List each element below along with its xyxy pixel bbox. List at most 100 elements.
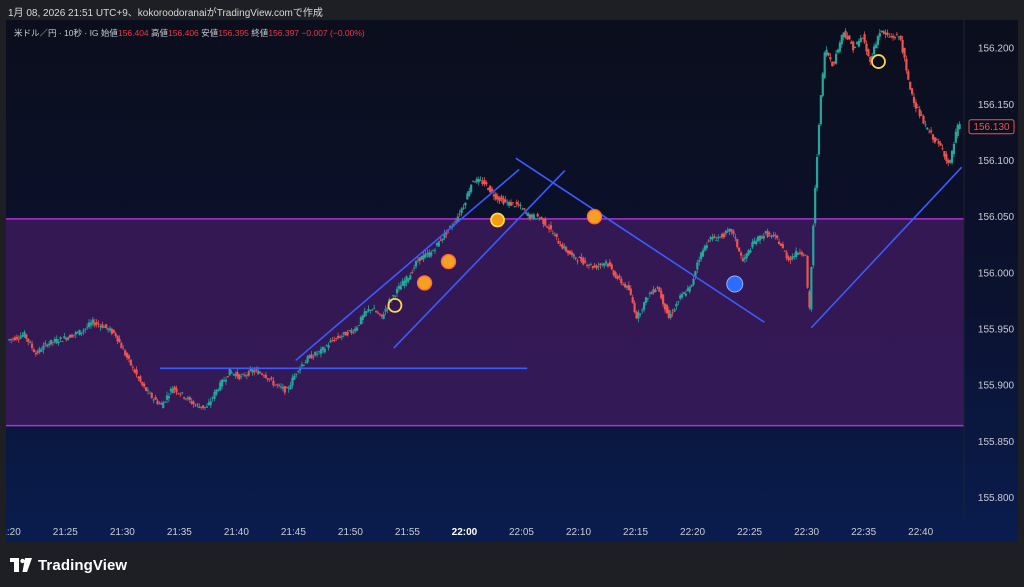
candle xyxy=(99,324,102,331)
trendline-channel-lower[interactable] xyxy=(295,168,520,362)
candle-body xyxy=(608,262,611,267)
candle-body xyxy=(40,350,43,352)
candle-body xyxy=(534,218,537,220)
candle-body xyxy=(690,284,693,287)
legend-symbol[interactable]: 米ドル／円 · 10秒 · IG xyxy=(14,28,99,38)
signal-marker-2[interactable] xyxy=(416,275,433,291)
signal-marker-6[interactable] xyxy=(726,275,744,293)
tradingview-footer[interactable]: TradingView xyxy=(10,555,127,575)
candle xyxy=(848,35,851,41)
candle-body xyxy=(793,256,796,257)
candle-body xyxy=(411,272,414,274)
candle xyxy=(325,344,328,347)
candle-body xyxy=(530,214,534,218)
trendline-channel-upper[interactable] xyxy=(393,170,566,349)
candle-body xyxy=(601,264,604,265)
candle xyxy=(103,325,106,328)
candle xyxy=(226,376,229,378)
candle xyxy=(55,335,58,345)
candle-body xyxy=(458,213,461,215)
candle xyxy=(777,238,781,245)
candle xyxy=(553,232,556,237)
candle-body xyxy=(806,255,809,288)
candle xyxy=(135,366,138,378)
time-axis[interactable]: 21:20 21:25 21:30 21:35 21:40 21:45 21:50 21:55… xyxy=(6,527,934,538)
candle-body xyxy=(907,71,910,80)
candle-body xyxy=(796,252,800,255)
candle xyxy=(823,51,826,79)
trendline-down-trend[interactable] xyxy=(515,157,765,323)
candle-body xyxy=(152,399,155,401)
candle xyxy=(42,342,45,354)
candle-body xyxy=(386,307,389,310)
candle-body xyxy=(937,140,940,144)
candle xyxy=(68,334,72,338)
candle-body xyxy=(952,143,956,155)
candle xyxy=(108,326,112,333)
candle-body xyxy=(715,239,718,241)
candle-body xyxy=(479,180,482,181)
candle-body xyxy=(213,391,216,399)
candle xyxy=(603,262,606,269)
candle-body xyxy=(186,397,190,399)
trendline-rebound[interactable] xyxy=(810,166,963,329)
candle xyxy=(281,383,285,392)
signal-marker-5[interactable] xyxy=(586,208,603,225)
candle xyxy=(8,338,11,342)
candle xyxy=(335,337,338,342)
candle-body xyxy=(669,313,672,318)
candle xyxy=(346,330,349,337)
candle-body xyxy=(203,406,207,408)
price-chart[interactable]: 156.200 156.150 156.100 156.050 156.000 155.9… xyxy=(6,20,1018,542)
candle-body xyxy=(802,254,805,256)
candle-body xyxy=(116,335,119,342)
signal-marker-1[interactable] xyxy=(387,297,403,313)
candle-body xyxy=(424,253,427,258)
signal-marker-4[interactable] xyxy=(490,212,505,228)
candle-body xyxy=(485,182,488,185)
candle xyxy=(291,374,294,389)
candle-body xyxy=(947,160,950,164)
candle-body xyxy=(500,196,503,200)
candle xyxy=(302,364,305,367)
candle xyxy=(118,335,121,343)
signal-marker-3[interactable] xyxy=(440,253,457,270)
signal-markers xyxy=(387,54,886,313)
candle-body xyxy=(416,259,420,261)
candle-body xyxy=(338,336,342,338)
candle-body xyxy=(169,389,172,392)
price-tick-label: 156.150 xyxy=(978,100,1015,111)
candle xyxy=(215,389,218,397)
candle-body xyxy=(606,263,610,267)
time-tick-label: 21:30 xyxy=(110,527,135,538)
candle xyxy=(903,47,906,62)
candle-body xyxy=(373,308,376,310)
candle xyxy=(574,256,577,261)
candle xyxy=(834,50,838,65)
price-axis[interactable]: 156.200 156.150 156.100 156.050 156.000 155.9… xyxy=(968,44,1015,504)
candle-body xyxy=(933,137,937,143)
candle-body xyxy=(764,231,767,233)
price-tick-label: 156.200 xyxy=(978,44,1015,55)
candle-body xyxy=(810,266,813,310)
candle xyxy=(796,252,800,256)
candle xyxy=(329,338,332,343)
candle-body xyxy=(264,374,267,379)
candle-body xyxy=(738,247,741,252)
chart-frame[interactable]: 156.200 156.150 156.100 156.050 156.000 155.9… xyxy=(6,20,1018,542)
candle-body xyxy=(888,36,891,38)
candle xyxy=(639,313,642,317)
candle xyxy=(141,381,144,387)
candle-body xyxy=(65,338,68,340)
candle-body xyxy=(513,206,516,208)
candle-body xyxy=(616,276,619,280)
candle-body xyxy=(880,30,883,32)
legend-open-value: 156.404 xyxy=(117,28,149,38)
candle-body xyxy=(146,390,150,392)
signal-marker-7[interactable] xyxy=(871,54,886,69)
candle xyxy=(13,335,17,342)
candle-body xyxy=(833,61,836,64)
candle-body xyxy=(114,333,117,337)
candle xyxy=(278,383,281,388)
candle xyxy=(736,238,739,249)
